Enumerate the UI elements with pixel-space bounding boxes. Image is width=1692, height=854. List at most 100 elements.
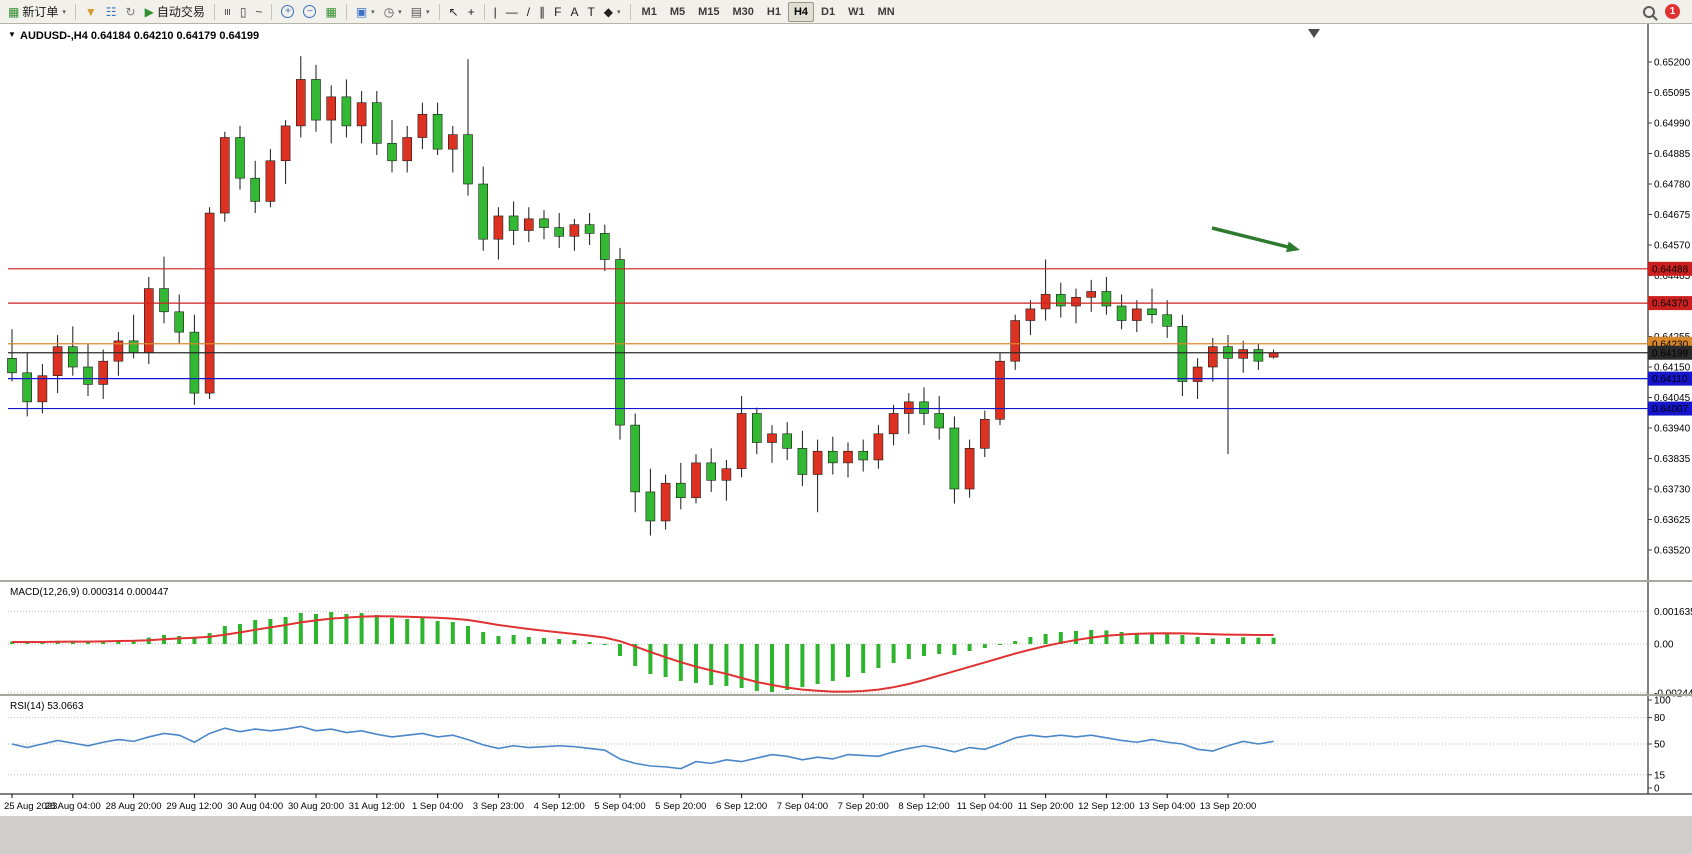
chart-window[interactable]: 0.65200 0.65095 0.64990 0.64885 0.64780 0.646…	[0, 24, 1692, 854]
new-order-button-dropdown[interactable]: ▾	[62, 8, 66, 16]
candle-bullish	[964, 448, 975, 490]
candle-bearish	[539, 218, 549, 228]
text-icon[interactable]: A	[566, 4, 582, 20]
price-axis-label: 0.63940	[1654, 424, 1691, 435]
trend-arrow-object[interactable]	[1211, 226, 1300, 253]
timeframe-h1[interactable]: H1	[766, 5, 781, 18]
candle-bullish	[1268, 352, 1279, 358]
accounts-icon: ☷	[105, 4, 117, 19]
candle-bullish	[1132, 308, 1142, 321]
search-icon[interactable]	[1643, 5, 1655, 18]
refresh-icon[interactable]: ↻	[122, 4, 140, 20]
line-chart-icon[interactable]: ~	[251, 4, 266, 20]
timeframe-m1[interactable]: M1	[641, 5, 657, 18]
price-tag-label: 0.64230	[1652, 339, 1689, 350]
new-order-button[interactable]: ▦ 新订单 ▾	[4, 1, 70, 22]
trendline-icon[interactable]: /	[523, 4, 534, 20]
macd-axis-label: 0.001635	[1654, 607, 1692, 618]
price-tag-0.64370	[1648, 296, 1692, 311]
crosshair-icon[interactable]: +	[464, 4, 479, 20]
timeframe-h4[interactable]: H4	[787, 1, 815, 22]
timeframe-d1[interactable]: D1	[821, 5, 836, 18]
candle-bullish	[721, 468, 732, 481]
channel-icon[interactable]: ∥	[535, 4, 549, 20]
price-axis-label: 0.63835	[1654, 454, 1691, 465]
timeframe-w1[interactable]: W1	[848, 5, 865, 18]
timeframe-m30[interactable]: M30	[732, 5, 754, 18]
timeframe-mn[interactable]: MN	[877, 5, 895, 18]
chart-svg[interactable]: 0.65200 0.65095 0.64990 0.64885 0.64780 0.646…	[0, 24, 1692, 854]
templates-icon-dropdown[interactable]: ▾	[426, 8, 430, 16]
chart-shift-marker[interactable]	[1308, 29, 1320, 38]
candle-bearish	[599, 233, 610, 260]
periods-icon-dropdown[interactable]: ▾	[398, 8, 402, 16]
candle-bearish	[949, 427, 960, 490]
candle-bullish	[691, 462, 701, 499]
toolbar-separator	[345, 3, 347, 20]
cursor-icon[interactable]: ↖	[445, 4, 463, 20]
candle-bearish	[432, 113, 443, 150]
auto-trading-button-label: 自动交易	[156, 5, 205, 19]
main-toolbar: ▦ 新订单 ▾ ▼ ☷ ↻ ▶ 自动交易 ≡ ▯ ~ + − ▦ ▣ ▾ ◷ ▾ ▤ ▾ ↖ + | — / ∥ F A T ◆ ▾ M1 M…	[0, 0, 1692, 24]
candle-bearish	[174, 311, 184, 333]
label-icon: T	[587, 4, 595, 19]
candle-bearish	[83, 366, 93, 385]
candle-bearish	[858, 450, 869, 461]
zoom-in-icon[interactable]: +	[277, 3, 298, 20]
new-chart-icon[interactable]: ▣ ▾	[352, 4, 379, 20]
one-click-trading-toggle[interactable]: ▼	[8, 30, 16, 39]
candle-bearish	[371, 102, 382, 144]
timeframe-m5[interactable]: M5	[669, 5, 686, 18]
price-axis-label: 0.65095	[1654, 88, 1691, 99]
notification-badge[interactable]: 1	[1665, 4, 1680, 19]
time-axis-label: 31 Aug 12:00	[349, 801, 405, 812]
candle-bullish	[1238, 349, 1248, 359]
bar-chart-icon[interactable]: ≡	[220, 4, 235, 20]
candle-bearish	[1253, 349, 1264, 362]
fibonacci-icon[interactable]: F	[550, 4, 565, 20]
auto-trading-button[interactable]: ▶ 自动交易	[141, 1, 209, 22]
pane-splitter-macd[interactable]	[0, 580, 1692, 582]
vertical-line-icon[interactable]: |	[490, 4, 501, 20]
candle-bullish	[1010, 320, 1021, 362]
candlestick-chart-icon[interactable]: ▯	[236, 4, 251, 20]
time-axis-label: 5 Sep 20:00	[655, 801, 706, 812]
rsi-axis-label: 100	[1654, 696, 1671, 707]
templates-icon[interactable]: ▤ ▾	[407, 4, 434, 20]
price-tag-0.64199	[1648, 345, 1692, 360]
arrows-icon[interactable]: ◆ ▾	[600, 4, 625, 20]
market-depth-icon[interactable]: ▼	[81, 4, 101, 20]
periods-icon[interactable]: ◷ ▾	[380, 4, 406, 20]
label-icon[interactable]: T	[583, 4, 598, 20]
toolbar-separator	[213, 3, 215, 20]
arrows-icon-dropdown[interactable]: ▾	[617, 8, 621, 16]
macd-axis-label: -0.002442	[1654, 688, 1692, 699]
accounts-icon[interactable]: ☷	[102, 4, 121, 20]
tile-windows-icon[interactable]: ▦	[321, 4, 340, 20]
candle-bullish	[144, 288, 154, 353]
candle-bearish	[1101, 291, 1112, 307]
timeframe-m15[interactable]: M15	[698, 5, 720, 18]
candle-bearish	[478, 183, 489, 240]
rsi-pane[interactable]	[0, 696, 1648, 794]
time-axis-label: 13 Sep 20:00	[1200, 801, 1257, 812]
candle-bullish	[98, 360, 108, 385]
candle-bearish	[1177, 326, 1188, 382]
candle-bullish	[265, 160, 276, 202]
macd-pane[interactable]	[0, 582, 1648, 694]
candle-bearish	[919, 401, 929, 414]
candle-bearish	[68, 346, 78, 368]
candle-bearish	[751, 413, 762, 443]
horizontal-line-icon[interactable]: —	[502, 4, 522, 20]
pane-splitter-rsi[interactable]	[0, 694, 1692, 696]
price-axis-label: 0.63520	[1654, 546, 1691, 557]
candle-bearish	[128, 340, 139, 353]
candle-bullish	[1208, 346, 1218, 368]
main-chart-pane[interactable]	[0, 24, 1648, 580]
chart-title: AUDUSD-,H4 0.64184 0.64210 0.64179 0.641…	[20, 30, 259, 42]
zoom-out-icon[interactable]: −	[299, 3, 320, 20]
price-axis-label: 0.65200	[1654, 58, 1691, 69]
candlestick-chart-icon: ▯	[239, 4, 247, 19]
new-chart-icon-dropdown[interactable]: ▾	[371, 8, 375, 16]
